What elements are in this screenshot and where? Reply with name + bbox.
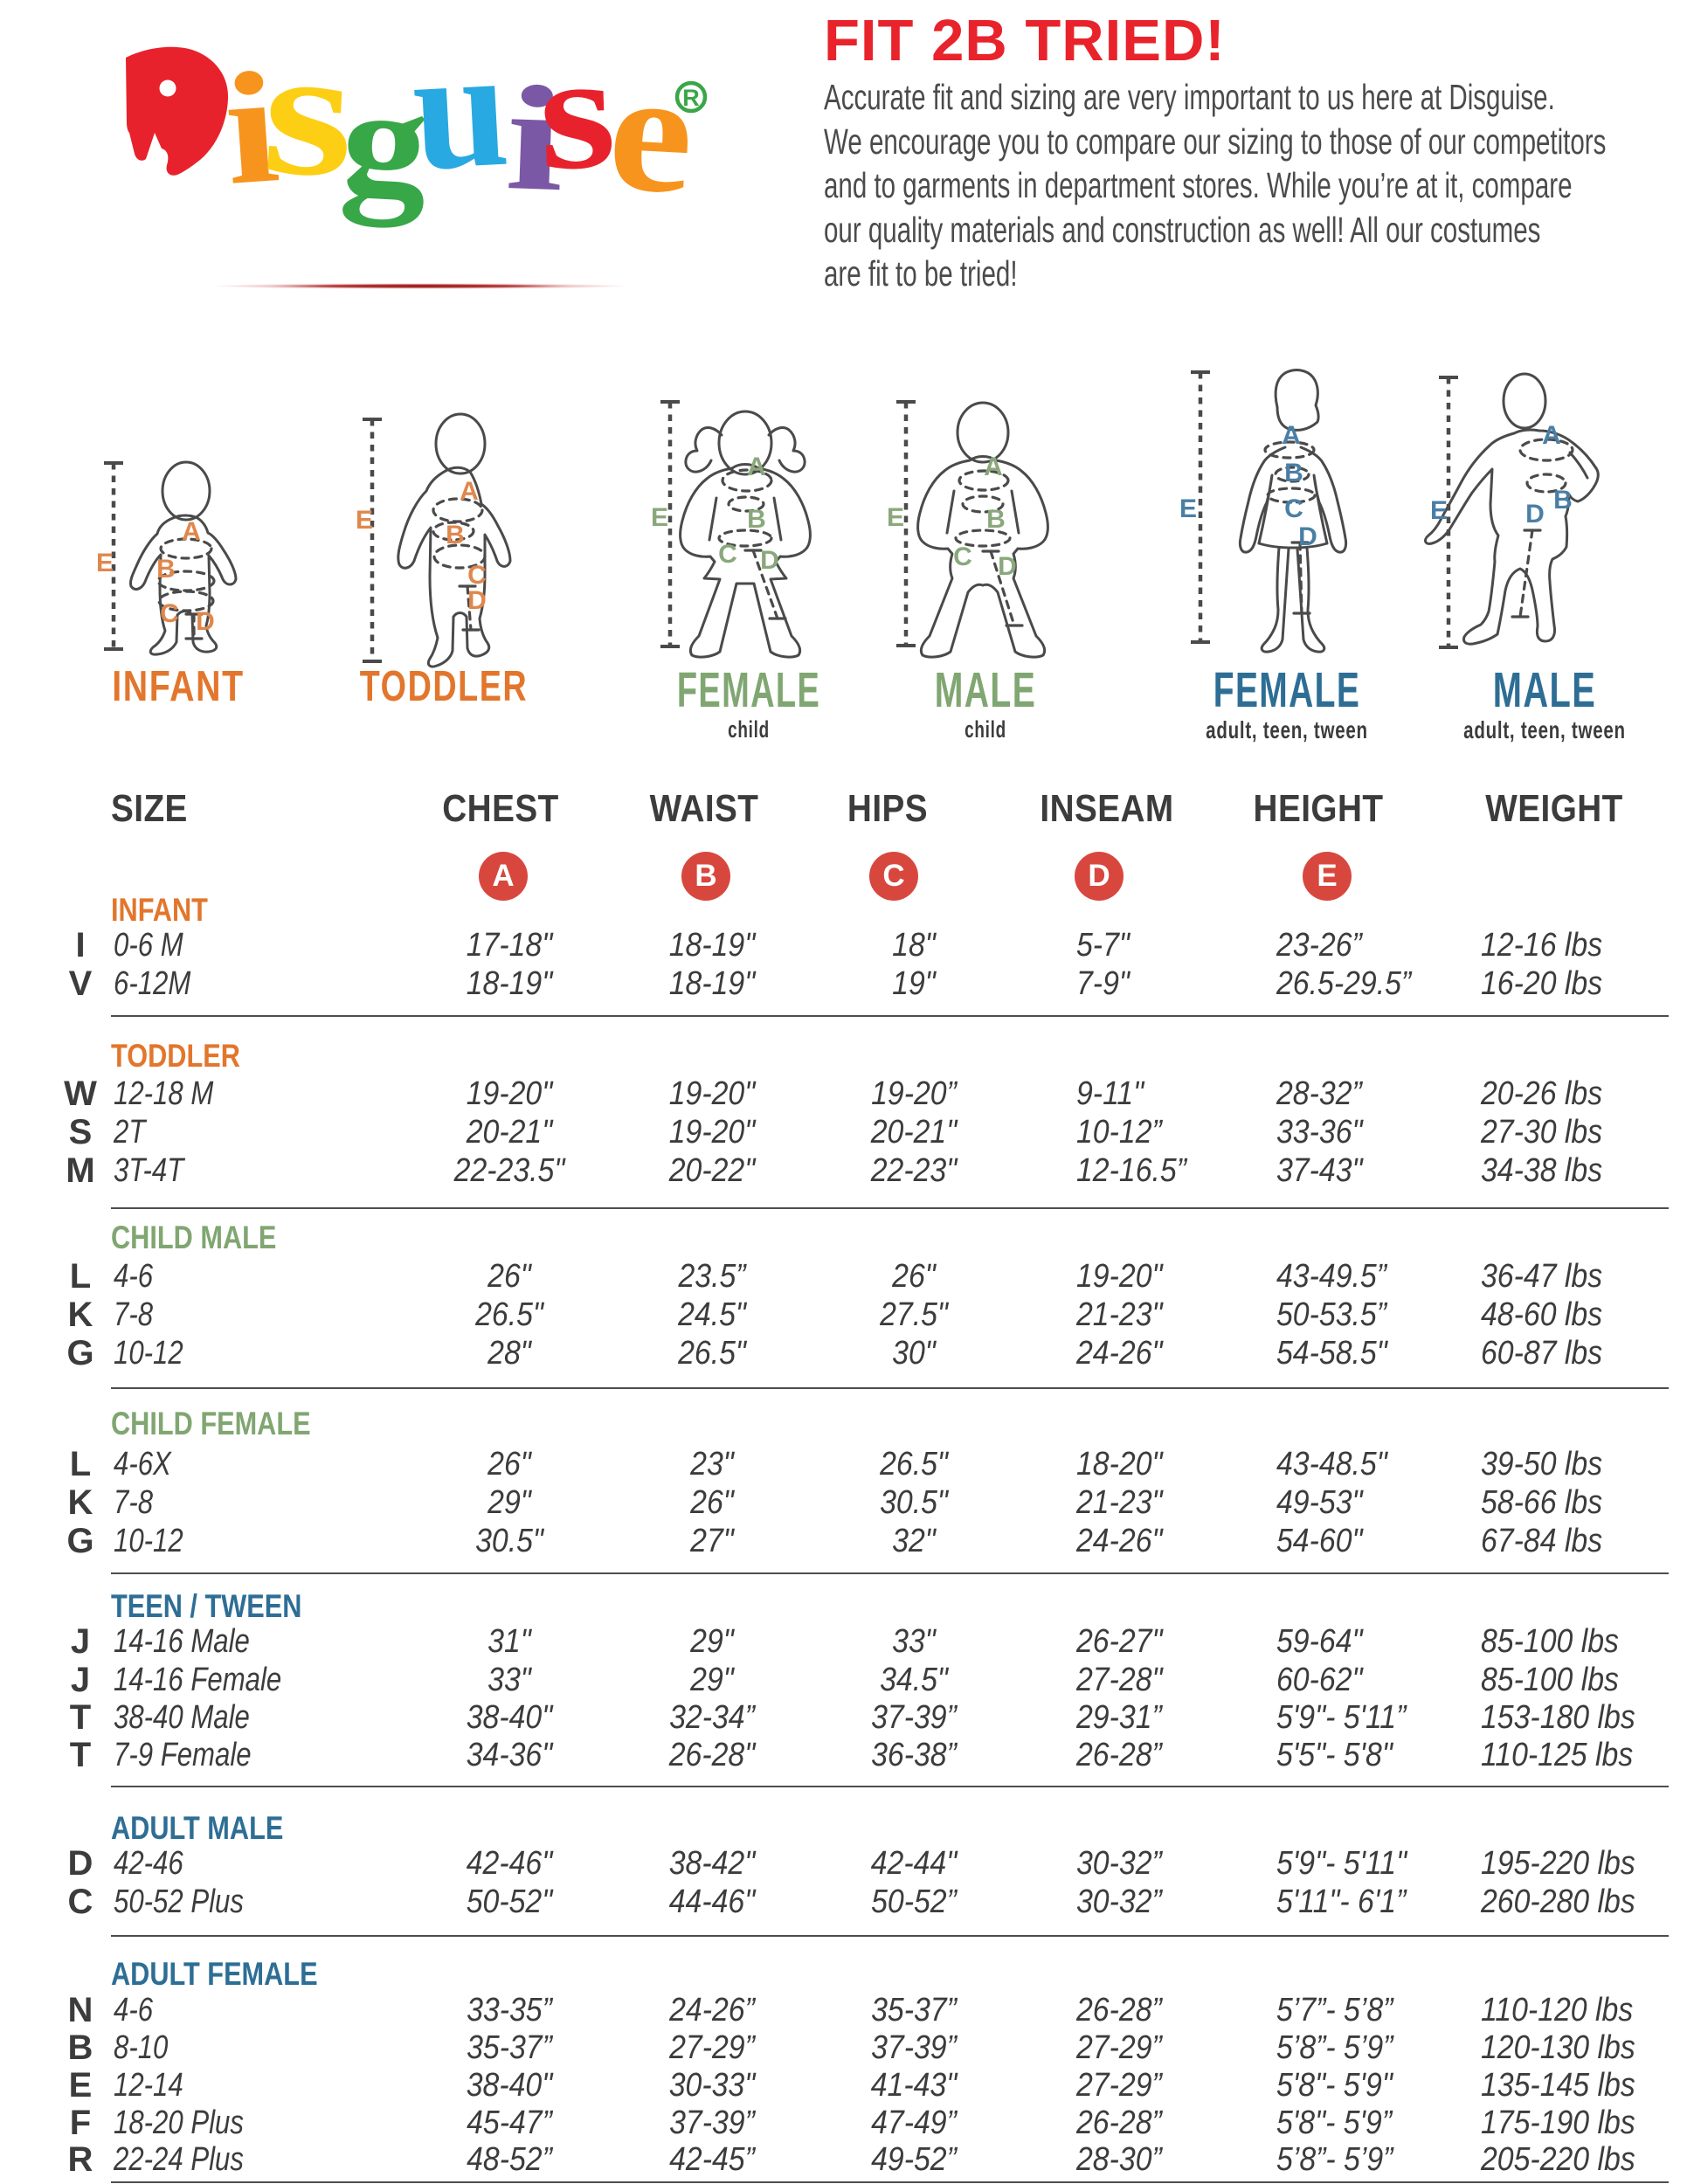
svg-text:D: D: [196, 607, 215, 636]
svg-text:C: C: [160, 599, 179, 628]
svg-text:D: D: [998, 552, 1017, 581]
svg-text:A: A: [460, 477, 479, 506]
svg-text:A: A: [182, 517, 201, 546]
svg-text:R: R: [682, 85, 700, 111]
svg-text:E: E: [651, 503, 668, 532]
svg-text:u: u: [408, 12, 513, 206]
svg-text:B: B: [1553, 486, 1573, 515]
svg-text:A: A: [747, 453, 766, 481]
svg-text:A: A: [1282, 421, 1301, 450]
svg-text:i: i: [503, 55, 567, 223]
svg-text:i: i: [219, 38, 285, 218]
svg-text:B: B: [156, 555, 176, 584]
svg-text:E: E: [356, 506, 373, 535]
svg-text:E: E: [1430, 496, 1448, 525]
svg-text:B: B: [446, 521, 465, 549]
svg-text:C: C: [1284, 494, 1303, 523]
svg-text:C: C: [718, 540, 737, 569]
svg-text:D: D: [467, 586, 487, 615]
svg-text:E: E: [887, 503, 904, 532]
svg-text:g: g: [337, 54, 432, 231]
svg-text:s: s: [536, 19, 619, 204]
svg-text:D: D: [1298, 522, 1317, 551]
svg-text:A: A: [1542, 421, 1561, 450]
svg-text:B: B: [747, 505, 766, 534]
svg-text:B: B: [986, 505, 1006, 534]
svg-text:E: E: [1179, 494, 1197, 523]
svg-text:s: s: [259, 8, 360, 216]
svg-text:C: C: [467, 561, 487, 590]
svg-text:e: e: [605, 33, 698, 230]
svg-text:D: D: [1525, 500, 1545, 529]
svg-text:E: E: [96, 549, 114, 577]
svg-text:C: C: [953, 543, 972, 571]
svg-text:D: D: [760, 546, 779, 575]
svg-text:A: A: [984, 453, 1003, 481]
svg-text:B: B: [1284, 459, 1303, 487]
